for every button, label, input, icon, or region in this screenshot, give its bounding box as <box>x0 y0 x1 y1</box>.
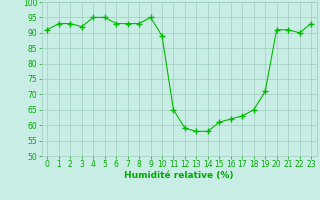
X-axis label: Humidité relative (%): Humidité relative (%) <box>124 171 234 180</box>
